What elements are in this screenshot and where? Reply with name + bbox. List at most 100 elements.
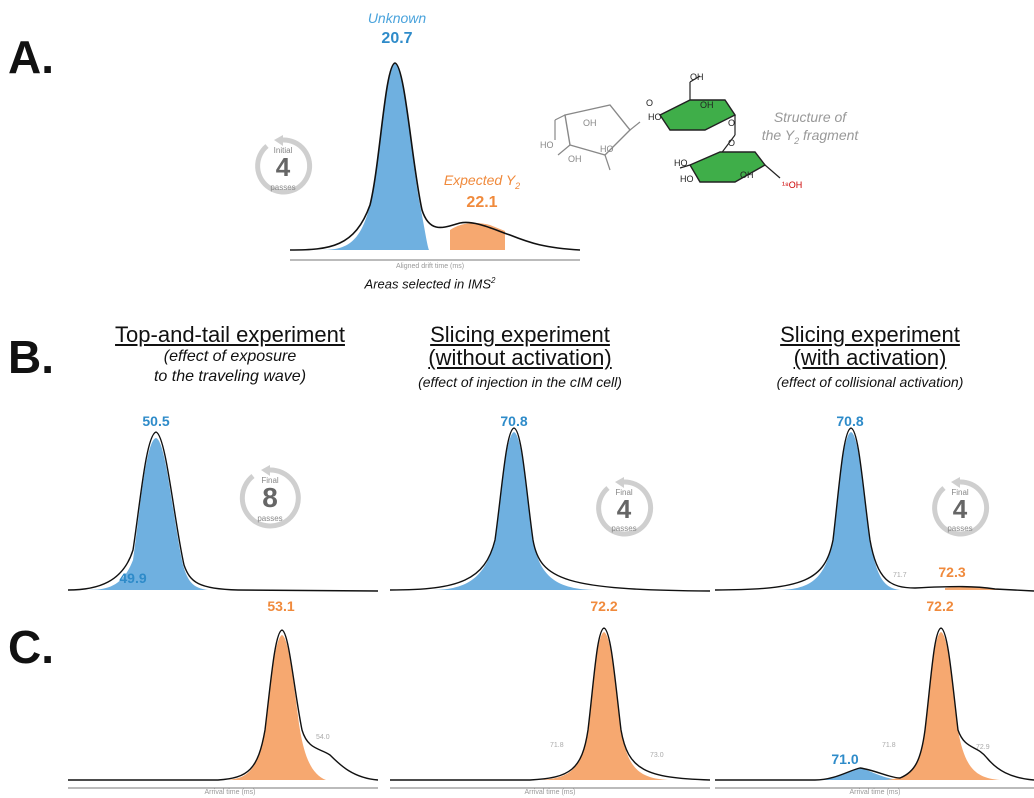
- chart-b1-trace: [67, 431, 379, 592]
- b-col1-title: Top-and-tail experiment: [115, 322, 345, 347]
- chem-o-1: O: [646, 98, 654, 108]
- c3-peak-blue: 71.0: [831, 751, 859, 767]
- c3-axis-label: Arrival time (ms): [849, 789, 901, 796]
- chem-o-3: O: [728, 138, 736, 148]
- chem-ho-gray-1: HO: [540, 140, 554, 150]
- chart-c3-orange-area: [885, 632, 1000, 780]
- upper-pyranose-ring: [658, 99, 737, 131]
- chem-ho-2: HO: [674, 158, 688, 168]
- c1-peak-main: 53.1: [267, 598, 295, 614]
- furanose-ring: [564, 104, 631, 156]
- areas-caption: Areas selected in IMS2: [330, 276, 530, 291]
- passes-b3-bottom: passes: [947, 524, 973, 533]
- b3-peak-main: 70.8: [836, 413, 864, 429]
- expected-label-sub: 2: [515, 180, 521, 191]
- passes-badge-b3: [932, 477, 990, 537]
- areas-caption-text: Areas selected in IMS: [364, 276, 491, 292]
- chart-a-orange-area: [450, 222, 505, 250]
- b-col2-sub2: (effect of injection in the cIM cell): [418, 374, 622, 390]
- passes-a-top: Initial: [273, 146, 293, 155]
- b-col1-sub2: to the traveling wave): [153, 368, 307, 385]
- structure-label-line1: Structure of: [773, 109, 847, 125]
- passes-badge-a: [255, 135, 313, 195]
- c1-axis-label: Arrival time (ms): [204, 789, 256, 796]
- passes-b2-top: Final: [615, 488, 633, 497]
- chart-a-axis-label: Aligned drift time (ms): [395, 263, 465, 270]
- structure-diagram: [554, 75, 781, 183]
- passes-badge-b1: [239, 465, 301, 529]
- b2-peak-main: 70.8: [500, 413, 528, 429]
- panel-letter-a: A.: [8, 31, 54, 83]
- passes-b3-top: Final: [951, 488, 969, 497]
- passes-b3-num: 4: [952, 494, 968, 524]
- panel-letter-c: C.: [8, 621, 54, 673]
- passes-b2-num: 4: [616, 494, 632, 524]
- structure-label: Structure of the Y2 fragment: [745, 108, 875, 150]
- b-col1-sub1: (effect of exposure: [163, 348, 297, 365]
- chem-ho-gray-2: HO: [600, 144, 614, 154]
- chem-oh-2: OH: [700, 100, 714, 110]
- passes-b2-bottom: passes: [611, 524, 637, 533]
- c2-axis-label: Arrival time (ms): [524, 789, 576, 796]
- chem-ho-1: HO: [648, 112, 662, 122]
- c3-peak-main: 72.2: [926, 598, 954, 614]
- chart-c3-trace: [715, 627, 1034, 781]
- chart-c2-orange-area: [540, 632, 668, 780]
- chart-c2: [390, 627, 711, 789]
- b3-peak-tiny: 71.7: [893, 572, 907, 579]
- passes-b1-top: Final: [261, 476, 279, 485]
- c3-right-ann: 72.9: [976, 744, 990, 751]
- unknown-value: 20.7: [381, 30, 413, 47]
- passes-a-bottom: passes: [270, 183, 296, 192]
- unknown-label: Unknown: [367, 10, 427, 26]
- structure-label-line2: the Y2 fragment: [745, 126, 875, 150]
- chart-b2: [389, 427, 711, 592]
- structure-label-line2-pre: the Y: [761, 127, 795, 143]
- chart-c1-orange-area: [228, 635, 326, 780]
- c1-shoulder: 54.0: [316, 734, 330, 741]
- expected-label-text: Expected Y: [443, 172, 516, 188]
- chem-o-2: O: [728, 118, 736, 128]
- expected-label: Expected Y2: [412, 172, 552, 191]
- b3-peak-small: 72.3: [938, 564, 966, 580]
- panel-letter-b: B.: [8, 331, 54, 383]
- b1-peak-main: 50.5: [142, 413, 170, 429]
- chem-oh-gray-1: OH: [583, 118, 597, 128]
- passes-b1-bottom: passes: [257, 514, 283, 523]
- chart-b3-blue-area: [775, 432, 900, 590]
- chart-b1: [67, 431, 379, 592]
- areas-caption-sup: 2: [491, 276, 496, 285]
- chem-i8oh: ¹⁸OH: [782, 180, 803, 190]
- chem-oh-3: OH: [740, 170, 754, 180]
- chart-b2-blue-area: [430, 432, 600, 590]
- chart-a-blue-area: [320, 63, 429, 250]
- b-col2-sub1: (without activation): [428, 345, 612, 370]
- chart-a: [289, 62, 581, 261]
- chem-oh-gray-2: OH: [568, 154, 582, 164]
- b-col3-sub1: (with activation): [793, 345, 947, 370]
- structure-label-line2-post: fragment: [799, 127, 859, 143]
- chart-c3: [715, 627, 1034, 789]
- chart-b2-trace: [389, 427, 711, 592]
- structure-label-sub: 2: [794, 135, 800, 146]
- expected-value: 22.1: [466, 194, 498, 211]
- passes-a-num: 4: [275, 152, 291, 182]
- b-col3-sub2: (effect of collisional activation): [776, 374, 964, 390]
- c3-left-ann: 71.8: [882, 742, 896, 749]
- b-col3-title: Slicing experiment: [780, 322, 960, 347]
- chart-b3: [714, 427, 1034, 592]
- chart-b1-blue-area: [88, 438, 208, 590]
- chart-a-trace: [289, 62, 581, 251]
- c2-right-ann: 73.0: [650, 752, 664, 759]
- chem-oh-1: OH: [690, 72, 704, 82]
- c2-left-ann: 71.8: [550, 742, 564, 749]
- b1-peak-minor: 49.9: [119, 570, 147, 586]
- chart-c2-trace: [390, 627, 711, 781]
- lower-pyranose-ring: [688, 151, 767, 183]
- passes-badge-b2: [596, 477, 654, 537]
- chart-b3-trace: [714, 427, 1034, 592]
- chem-ho-3: HO: [680, 174, 694, 184]
- c2-peak-main: 72.2: [590, 598, 618, 614]
- passes-b1-num: 8: [262, 482, 278, 513]
- b-col2-title: Slicing experiment: [430, 322, 610, 347]
